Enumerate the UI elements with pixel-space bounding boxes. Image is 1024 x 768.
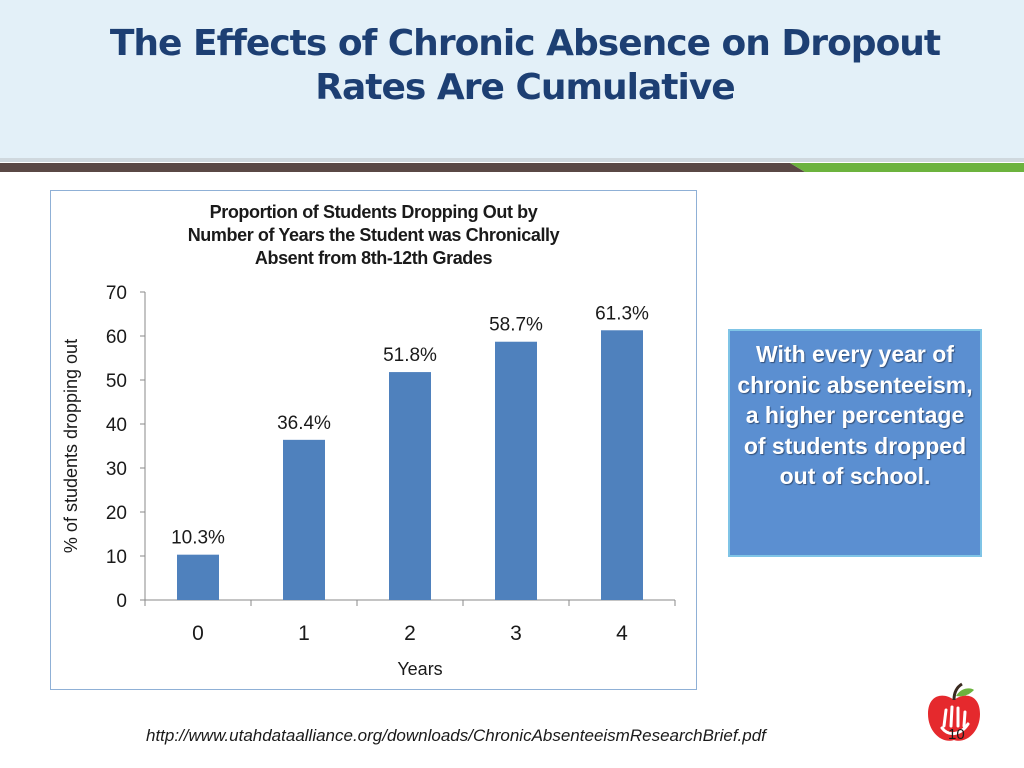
slide-title: The Effects of Chronic Absence on Dropou… xyxy=(30,22,1020,110)
data-label: 51.8% xyxy=(383,345,437,366)
chart-title: Proportion of Students Dropping Out by N… xyxy=(51,201,696,270)
y-tick-label: 10 xyxy=(106,547,127,568)
source-link[interactable]: http://www.utahdataalliance.org/download… xyxy=(146,726,766,745)
x-tick-label: 0 xyxy=(192,622,204,645)
x-tick-label: 4 xyxy=(616,622,628,645)
y-tick-label: 60 xyxy=(106,327,127,348)
data-label: 36.4% xyxy=(277,413,331,434)
x-tick-label: 1 xyxy=(298,622,310,645)
slide-header: The Effects of Chronic Absence on Dropou… xyxy=(0,0,1024,158)
y-tick-label: 0 xyxy=(116,591,127,612)
bar xyxy=(389,372,431,600)
page-number: 10 xyxy=(948,726,965,743)
chart-title-line-1: Proportion of Students Dropping Out by xyxy=(209,202,538,222)
y-tick-label: 40 xyxy=(106,415,127,436)
x-tick-label: 3 xyxy=(510,622,522,645)
y-tick-label: 70 xyxy=(106,283,127,304)
y-tick-label: 30 xyxy=(106,459,127,480)
chart-panel: Proportion of Students Dropping Out by N… xyxy=(50,190,697,690)
bar xyxy=(601,330,643,600)
y-axis-title: % of students dropping out xyxy=(61,339,81,553)
data-label: 10.3% xyxy=(171,528,225,549)
chart-title-line-2: Number of Years the Student was Chronica… xyxy=(187,225,560,245)
data-label: 58.7% xyxy=(489,315,543,336)
callout-box: With every year of chronic absenteeism, … xyxy=(728,329,982,557)
y-tick-label: 50 xyxy=(106,371,127,392)
x-axis-title: Years xyxy=(397,659,442,679)
x-tick-label: 2 xyxy=(404,622,416,645)
slide-title-line-1: The Effects of Chronic Absence on Dropou… xyxy=(109,23,941,64)
chart-title-line-3: Absent from 8th-12th Grades xyxy=(254,248,493,268)
apple-logo xyxy=(928,682,980,741)
header-divider xyxy=(0,158,1024,172)
bar-chart: 0 10 20 30 40 50 60 70 10.3% 0 36.4% 1 51.8% 2 58.7% 3 6… xyxy=(61,283,676,679)
y-tick-label: 20 xyxy=(106,503,127,524)
data-label: 61.3% xyxy=(595,303,649,324)
bar xyxy=(283,439,325,600)
bar xyxy=(177,554,219,600)
bar xyxy=(495,341,537,600)
slide-title-line-2: Rates Are Cumulative xyxy=(315,67,735,108)
